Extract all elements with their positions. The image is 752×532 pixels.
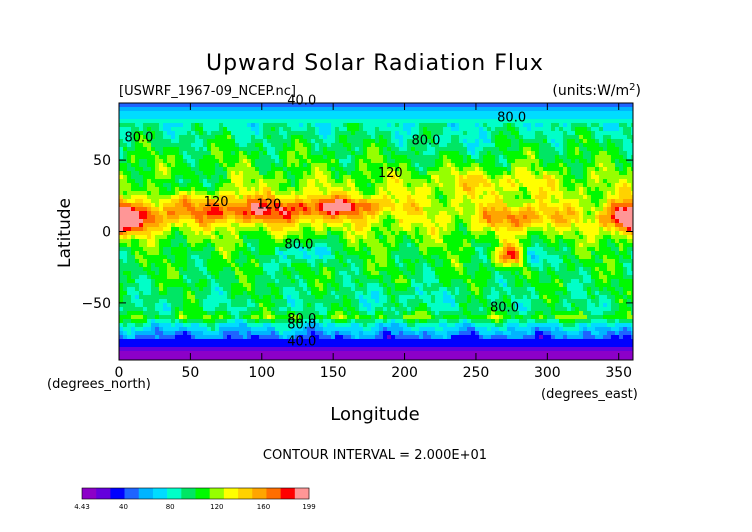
contour-label: 120 [257,198,282,213]
colorbar-swatch [252,488,267,499]
contour-label: 80.0 [287,318,316,333]
x-unit-label: (degrees_east) [541,387,638,402]
colorbar-tick-label: 120 [210,503,223,511]
flux-field [119,103,634,361]
y-tick-label: 50 [93,153,111,169]
contour-label: 40.0 [287,93,316,108]
colorbar-swatch [110,488,125,499]
y-tick-label: 0 [102,225,111,241]
contour-label: 80.0 [125,131,154,146]
contour-label: 80.0 [411,133,440,148]
colorbar-swatch [124,488,140,499]
colorbar-swatch [96,488,111,499]
contour-label: 120 [378,166,403,181]
colorbar-swatch [152,488,168,499]
colorbar-swatch [223,488,239,499]
colorbar-swatch [266,488,281,499]
source-label: [USWRF_1967-09_NCEP.nc] [119,84,296,99]
y-tick-label: −50 [81,296,111,312]
contour-label: 80.0 [284,238,313,253]
colorbar-swatch [209,488,225,499]
colorbar-swatch [195,488,210,499]
y-unit-label: (degrees_north) [47,377,151,392]
x-tick-label: 200 [391,365,418,381]
contour-label: 80.0 [497,111,526,126]
x-tick-label: 100 [248,365,275,381]
contour-label: 40.0 [287,335,316,350]
contour-interval-label: CONTOUR INTERVAL = 2.000E+01 [263,448,487,463]
contour-label: 120 [204,195,229,210]
y-axis-label: Latitude [55,198,75,268]
colorbar-tick-label: 199 [302,503,315,511]
x-tick-label: 150 [320,365,347,381]
x-axis-label: Longitude [330,404,420,425]
x-tick-label: 300 [534,365,561,381]
x-tick-label: 50 [181,365,199,381]
contour-label: 80.0 [490,300,519,315]
contour-label: 80.0 [287,312,316,327]
colorbar-tick-label: 40 [119,503,128,511]
x-tick-label: 0 [115,365,124,381]
colorbar-swatch [238,488,253,499]
colorbar-swatch [294,488,310,499]
colorbar-swatch [280,488,296,499]
colorbar-swatch [138,488,154,499]
colorbar: 4.43 40 80 120 160 199 [74,487,316,511]
colorbar-tick-label: 4.43 [74,503,90,511]
x-tick-label: 350 [605,365,632,381]
colorbar-tick-label: 80 [166,503,175,511]
chart-title: Upward Solar Radiation Flux [206,51,544,76]
units-label: (units:W/m2) [552,82,641,99]
colorbar-swatch [167,488,182,499]
colorbar-frame [81,487,310,500]
colorbar-swatch [181,488,196,499]
x-tick-label: 250 [463,365,490,381]
colorbar-swatch [82,488,97,499]
colorbar-tick-label: 160 [257,503,270,511]
